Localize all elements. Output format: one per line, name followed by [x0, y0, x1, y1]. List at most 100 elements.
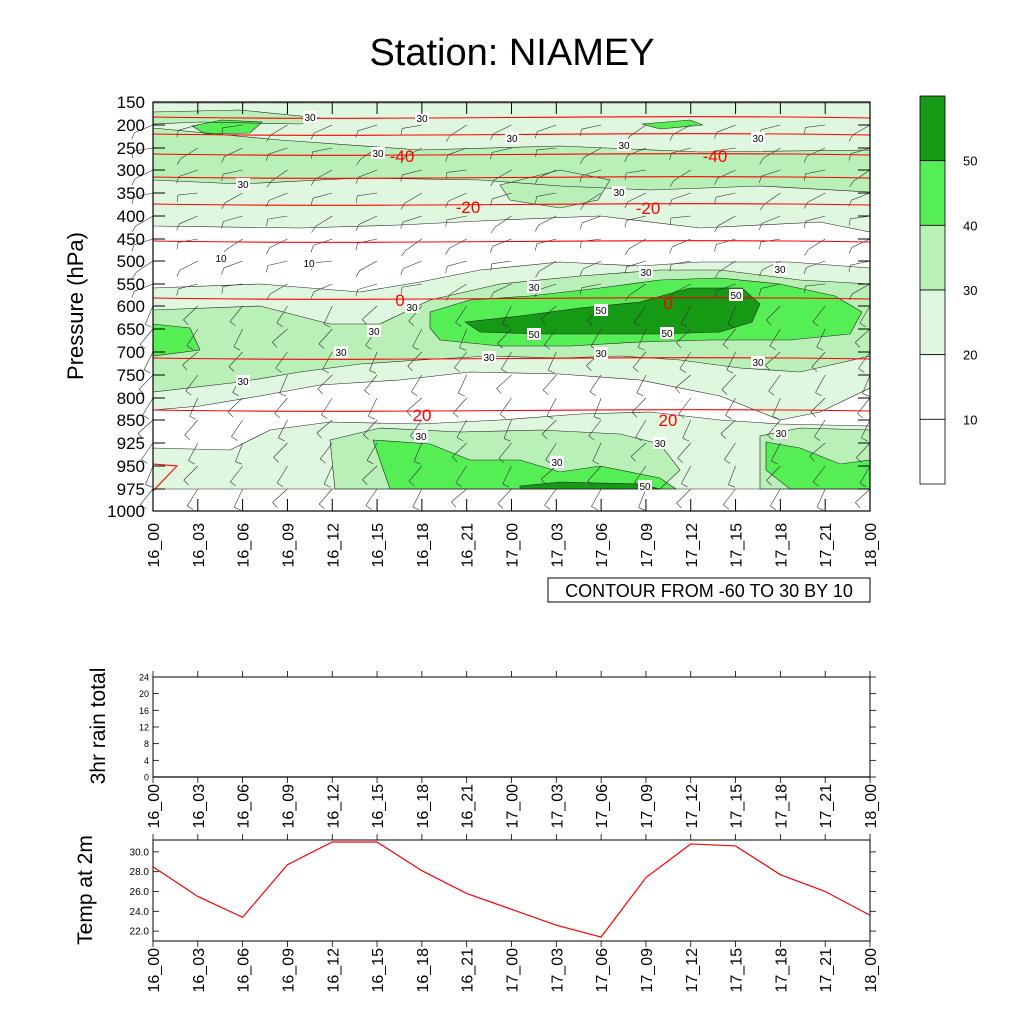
wind-barb-feather — [816, 346, 824, 351]
wind-barb — [408, 465, 423, 482]
wind-barb-feather — [266, 247, 270, 255]
wind-barb — [188, 442, 199, 461]
contour-label-bg — [527, 328, 541, 340]
wind-barb-feather — [368, 415, 375, 420]
x-tick-label: 17_12 — [684, 784, 701, 829]
wind-barb-feather — [804, 249, 809, 256]
wind-barb-feather — [189, 415, 197, 420]
wind-barb-feather — [455, 482, 462, 487]
wind-barb — [231, 419, 243, 437]
wind-barb — [761, 215, 781, 224]
wind-barb — [767, 419, 781, 436]
wind-barb — [496, 374, 512, 389]
contour-label-bg — [612, 186, 626, 198]
wind-barb-feather — [540, 478, 547, 485]
wind-barb-feather — [535, 150, 537, 158]
wind-barb-feather — [809, 455, 815, 462]
y-tick-label: 0 — [144, 773, 149, 783]
x-tick-label: 16_03 — [191, 784, 208, 829]
wind-barb-feather — [677, 457, 684, 463]
wind-barb-feather — [176, 288, 179, 296]
wind-barb-feather — [858, 368, 865, 373]
wind-barb-feather — [759, 242, 761, 250]
temperature-contour-line — [152, 463, 179, 492]
wind-barb — [626, 169, 646, 174]
y-tick-label: 250 — [117, 139, 145, 158]
wind-barb-feather — [276, 482, 284, 488]
wind-barb-feather — [176, 158, 182, 165]
wind-speed-contour — [464, 287, 761, 335]
wind-barb — [761, 169, 781, 177]
wind-barb — [230, 465, 243, 482]
wind-barb-feather — [714, 197, 717, 205]
wind-barb — [318, 328, 333, 345]
info-box — [547, 577, 871, 603]
fill-region — [465, 288, 760, 334]
wind-speed-label: 30 — [774, 265, 786, 276]
wind-barb — [404, 192, 423, 204]
wind-barb-feather — [502, 483, 510, 488]
wind-barb — [538, 215, 557, 226]
legend-swatch — [919, 418, 946, 485]
wind-barb — [503, 419, 512, 439]
wind-barb-feather — [759, 288, 762, 296]
wind-barb-feather — [142, 414, 149, 420]
legend-label: 50 — [963, 154, 977, 169]
fill-region — [642, 120, 703, 129]
wind-barb-feather — [355, 224, 360, 231]
wind-barb — [671, 260, 691, 265]
wind-barb-feather — [593, 416, 601, 420]
wind-barb — [142, 397, 154, 416]
wind-barb-feather — [131, 197, 134, 205]
wind-barb-feather — [140, 504, 147, 510]
wind-barb — [319, 442, 333, 460]
wind-barb-feather — [322, 369, 329, 374]
wind-barb-feather — [141, 459, 148, 464]
legend-label: 40 — [963, 218, 977, 233]
wind-barb — [675, 374, 691, 389]
wind-barb — [547, 351, 557, 371]
wind-barb — [498, 442, 512, 459]
wind-barb-feather — [453, 412, 459, 418]
wind-barb-feather — [131, 151, 134, 159]
y-tick-label: 600 — [117, 297, 145, 316]
wind-barb-feather — [586, 365, 592, 371]
wind-barb-feather — [221, 127, 224, 135]
temperature-label: -20 — [456, 198, 481, 217]
wind-barb-feather — [765, 364, 771, 371]
wind-barb — [133, 192, 154, 198]
temperature-label: -40 — [703, 147, 728, 166]
wind-barb-feather — [490, 227, 496, 234]
wind-barb — [672, 124, 691, 135]
wind-speed-label: 30 — [483, 353, 495, 364]
wind-barb — [313, 283, 333, 293]
wind-barb — [412, 488, 423, 507]
wind-barb — [762, 260, 781, 271]
wind-barb — [276, 305, 288, 324]
wind-barb-feather — [400, 287, 403, 295]
wind-speed-label: 30 — [506, 134, 518, 145]
wind-barb-feather — [721, 389, 728, 395]
y-tick-label: 200 — [117, 116, 145, 135]
wind-barb — [680, 305, 692, 324]
wind-barb-feather — [408, 320, 415, 326]
wind-barb — [136, 260, 154, 273]
wind-barb-feather — [182, 364, 188, 371]
wind-barb — [634, 465, 647, 483]
wind-barb-feather — [766, 480, 772, 486]
wind-barb — [270, 124, 288, 136]
x-tick-label: 16_18 — [415, 784, 432, 829]
wind-barb-feather — [501, 368, 508, 374]
x-tick-label: 16_03 — [191, 948, 208, 993]
wind-barb — [722, 328, 736, 345]
wind-barb-feather — [400, 128, 403, 136]
wind-barb — [229, 305, 243, 322]
wind-speed-contour — [429, 277, 863, 347]
wind-barb-feather — [859, 322, 866, 328]
wind-barb — [815, 374, 826, 393]
wind-barb-feather — [323, 323, 331, 328]
wind-barb — [671, 192, 691, 200]
y-tick-label: 1000 — [107, 502, 145, 521]
wind-barb — [850, 147, 871, 155]
x-tick-label: 17_18 — [773, 784, 790, 829]
